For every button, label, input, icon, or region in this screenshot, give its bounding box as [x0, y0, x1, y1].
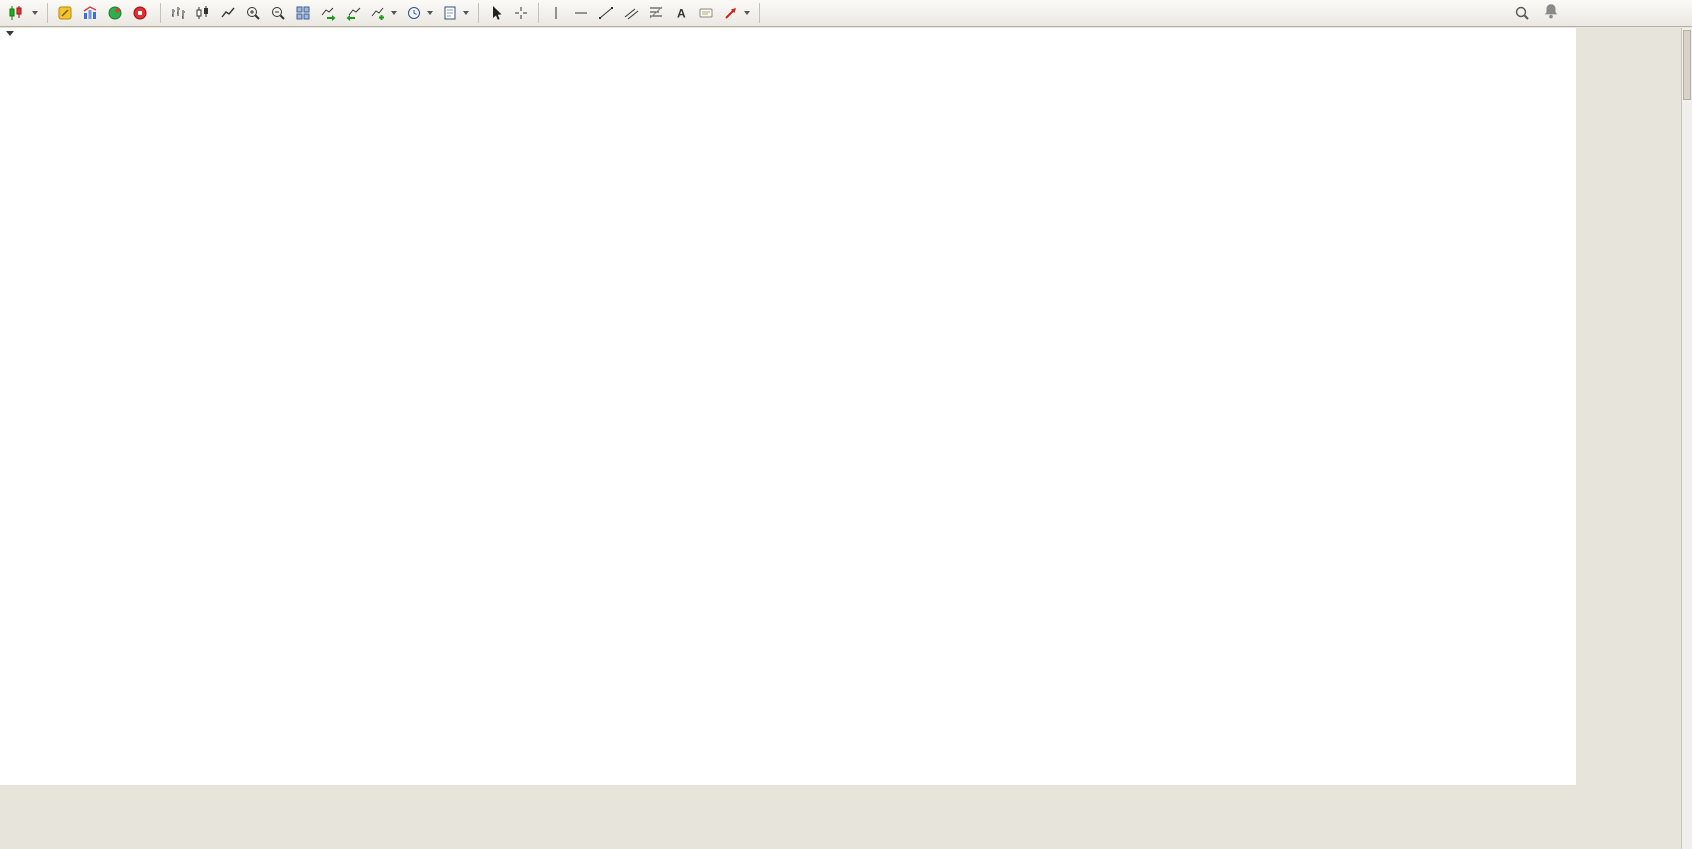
bars-chart-button[interactable] — [166, 2, 190, 24]
search-icon — [1515, 6, 1529, 20]
trendline-tool-button[interactable] — [594, 2, 618, 24]
arrow-object-icon — [725, 8, 736, 19]
chart-info — [6, 31, 24, 36]
line-chart-button[interactable] — [216, 2, 240, 24]
market-watch-icon — [83, 6, 97, 19]
globe-icon — [108, 6, 122, 20]
autotrading-icon — [133, 6, 147, 20]
autotrading-button[interactable] — [128, 2, 155, 24]
templates-button[interactable] — [438, 2, 473, 24]
zoom-out-icon — [272, 7, 285, 20]
text-icon: A — [677, 7, 686, 21]
new-order-icon — [9, 6, 22, 20]
channel-tool-button[interactable] — [619, 2, 643, 24]
new-order-button[interactable] — [4, 2, 42, 24]
tile-windows-icon — [296, 6, 310, 20]
toolbar: A — [0, 0, 1692, 27]
text-tool-button[interactable]: A — [669, 2, 693, 24]
chevron-down-icon — [32, 11, 38, 15]
scrollbar-thumb[interactable] — [1683, 30, 1691, 100]
label-icon — [699, 8, 713, 18]
trendline-icon — [599, 7, 613, 19]
toolbar-separator — [478, 3, 479, 23]
candlestick-chart-icon — [196, 6, 208, 19]
chevron-down-icon — [427, 11, 433, 15]
alerts-button[interactable] — [1542, 2, 1560, 25]
candlestick-chart-button[interactable] — [191, 2, 215, 24]
metaeditor-button[interactable] — [53, 2, 77, 24]
chevron-down-icon — [744, 11, 750, 15]
arrows-tool-button[interactable] — [719, 2, 754, 24]
crosshair-tool-button[interactable] — [509, 2, 533, 24]
window-bottom-gutter — [0, 785, 1692, 849]
auto-scroll-icon — [321, 7, 336, 21]
toolbar-separator — [160, 3, 161, 23]
metaeditor-icon — [58, 6, 72, 20]
fibonacci-icon — [649, 6, 663, 19]
template-icon — [444, 6, 456, 20]
toolbar-separator — [47, 3, 48, 23]
vertical-line-tool-button[interactable] — [544, 2, 568, 24]
indicators-button[interactable] — [366, 2, 401, 24]
cursor-icon — [493, 6, 502, 20]
fibonacci-tool-button[interactable] — [644, 2, 668, 24]
horizontal-line-icon — [575, 12, 587, 14]
chart-window — [0, 28, 1576, 785]
zoom-in-button[interactable] — [241, 2, 265, 24]
crosshair-icon — [515, 7, 527, 19]
market-watch-button[interactable] — [78, 2, 102, 24]
periods-button[interactable] — [402, 2, 437, 24]
clock-icon — [408, 7, 420, 19]
cursor-tool-button[interactable] — [484, 2, 508, 24]
toolbar-right-icons — [1510, 2, 1560, 25]
chevron-down-icon — [391, 11, 397, 15]
bell-icon — [1544, 3, 1558, 18]
auto-scroll-button[interactable] — [316, 2, 340, 24]
line-chart-icon — [221, 7, 235, 18]
chart-shift-icon — [346, 7, 361, 21]
zoom-in-icon — [247, 7, 260, 20]
community-button[interactable] — [103, 2, 127, 24]
symbol-dropdown-icon[interactable] — [6, 31, 14, 36]
toolbar-separator — [538, 3, 539, 23]
horizontal-line-tool-button[interactable] — [569, 2, 593, 24]
zoom-out-button[interactable] — [266, 2, 290, 24]
tile-windows-button[interactable] — [291, 2, 315, 24]
window-right-gutter — [1576, 28, 1692, 785]
svg-text:A: A — [677, 7, 686, 21]
indicators-icon — [371, 7, 384, 20]
label-tool-button[interactable] — [694, 2, 718, 24]
window-scrollbar[interactable] — [1681, 28, 1692, 849]
chevron-down-icon — [463, 11, 469, 15]
chart-shift-button[interactable] — [341, 2, 365, 24]
toolbar-separator — [759, 3, 760, 23]
equidistant-channel-icon — [624, 8, 639, 20]
vertical-line-icon — [555, 7, 557, 19]
search-button[interactable] — [1510, 2, 1534, 24]
chart-canvas[interactable] — [0, 28, 1576, 785]
bar-chart-icon — [172, 7, 185, 19]
